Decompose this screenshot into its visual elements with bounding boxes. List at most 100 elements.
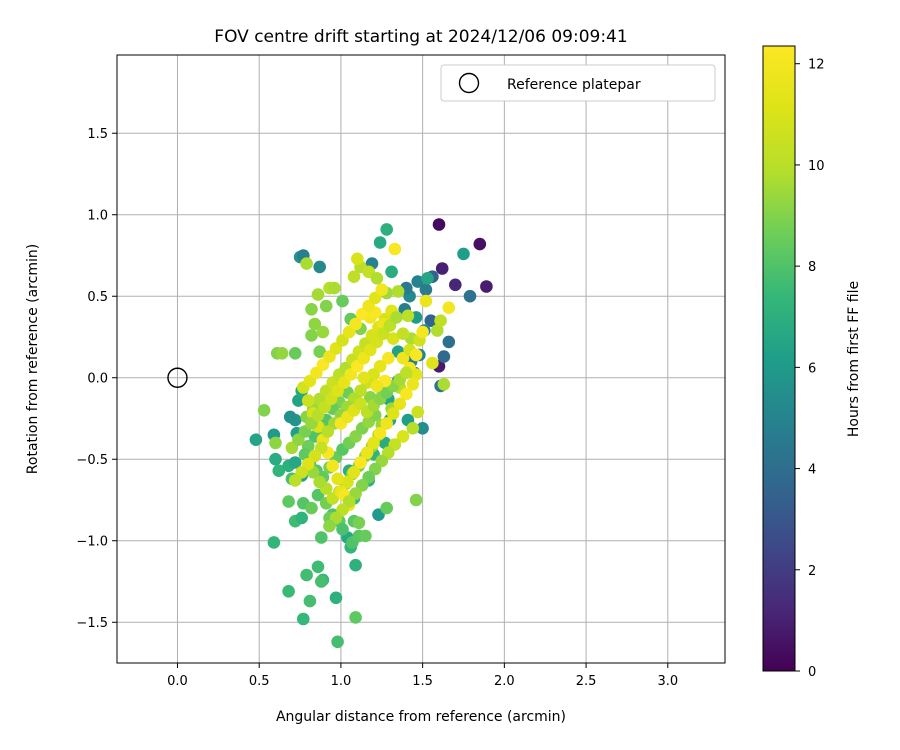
data-point	[323, 519, 336, 533]
data-point	[269, 452, 282, 466]
data-points	[167, 218, 493, 649]
data-point	[357, 371, 371, 385]
data-point	[360, 446, 374, 460]
data-point	[354, 456, 367, 469]
data-point	[352, 516, 366, 530]
data-point	[437, 350, 451, 363]
data-point	[305, 303, 318, 316]
x-tick-label: 0.5	[249, 674, 270, 689]
y-tick-label: 1.0	[87, 209, 108, 224]
grid	[117, 55, 725, 663]
data-point	[315, 531, 328, 544]
data-point	[288, 456, 302, 469]
data-point	[432, 218, 446, 231]
data-point	[406, 422, 420, 435]
data-point	[313, 345, 327, 359]
data-point	[385, 265, 398, 279]
data-point	[275, 347, 289, 360]
y-tick-label: −1.5	[76, 616, 108, 631]
y-axis-label: Rotation from reference (arcmin)	[25, 244, 41, 474]
data-point	[288, 347, 302, 360]
data-point	[347, 466, 361, 479]
data-point	[347, 270, 361, 284]
data-point	[331, 472, 344, 486]
plot-frame	[116, 54, 726, 664]
data-point	[442, 335, 456, 349]
data-point	[308, 317, 322, 331]
x-tick-label: 1.0	[331, 674, 352, 689]
data-point	[269, 436, 282, 450]
data-point	[435, 262, 449, 275]
colorbar-ticks: 0 2 4 6 8 10 12	[795, 58, 825, 680]
legend-reference-marker	[458, 72, 480, 94]
data-point	[424, 314, 438, 328]
data-point	[388, 242, 402, 256]
x-tick-label: 0.0	[167, 674, 188, 689]
colorbar-tick-label: 10	[808, 159, 825, 174]
data-point	[311, 560, 325, 574]
data-point	[283, 410, 297, 424]
colorbar-tick-label: 2	[808, 564, 816, 579]
data-point	[442, 301, 456, 315]
x-tick-label: 1.5	[412, 674, 433, 689]
data-point	[300, 568, 313, 582]
data-point	[349, 611, 362, 624]
data-point	[272, 464, 286, 478]
data-point	[380, 501, 394, 515]
data-point	[249, 433, 263, 447]
data-point	[313, 260, 327, 274]
data-point	[282, 495, 295, 508]
y-tick-label: 0.0	[87, 372, 108, 387]
data-point	[419, 283, 433, 297]
data-point	[292, 394, 305, 407]
colorbar-tick-label: 6	[808, 361, 816, 376]
data-point	[257, 404, 271, 417]
data-point	[426, 356, 439, 370]
x-axis-label: Angular distance from reference (arcmin)	[276, 709, 566, 725]
y-tick-label: −1.0	[76, 535, 108, 550]
data-point	[349, 317, 362, 331]
data-point	[386, 332, 400, 345]
data-point	[419, 294, 433, 308]
x-tick-label: 3.0	[657, 674, 678, 689]
data-point	[382, 351, 395, 365]
colorbar-tick-label: 12	[808, 58, 825, 73]
data-point	[431, 324, 444, 337]
data-point	[321, 425, 335, 438]
data-point	[373, 426, 387, 440]
data-point	[329, 591, 343, 605]
colorbar-gradient	[762, 45, 796, 672]
reference-platepar-marker	[167, 367, 188, 388]
data-point	[316, 325, 330, 339]
data-point	[416, 422, 429, 435]
data-point	[409, 368, 423, 381]
data-point	[406, 378, 420, 391]
colorbar: 0 2 4 6 8 10 12 Hours from first FF file	[762, 45, 862, 680]
data-point	[303, 594, 317, 608]
y-tick-label: 1.5	[87, 127, 108, 142]
data-point	[282, 585, 295, 598]
legend: Reference platepar	[440, 64, 716, 102]
data-point	[295, 511, 309, 525]
data-point	[396, 430, 410, 443]
data-point	[409, 348, 423, 362]
data-point	[391, 285, 405, 298]
data-point	[311, 288, 325, 301]
y-tick-label: −0.5	[76, 453, 108, 468]
data-point	[416, 325, 429, 339]
data-point	[367, 436, 380, 450]
data-point	[305, 329, 318, 342]
legend-box	[440, 64, 716, 102]
data-point	[393, 397, 407, 411]
data-point	[380, 223, 394, 236]
data-point	[336, 294, 349, 308]
colorbar-label: Hours from first FF file	[846, 281, 862, 437]
data-point	[386, 407, 400, 420]
data-point	[411, 405, 425, 419]
data-point	[434, 314, 447, 328]
data-point	[380, 417, 394, 430]
data-point	[409, 493, 423, 507]
data-point	[336, 523, 349, 536]
colorbar-tick-label: 0	[808, 665, 816, 680]
data-point	[480, 280, 493, 293]
